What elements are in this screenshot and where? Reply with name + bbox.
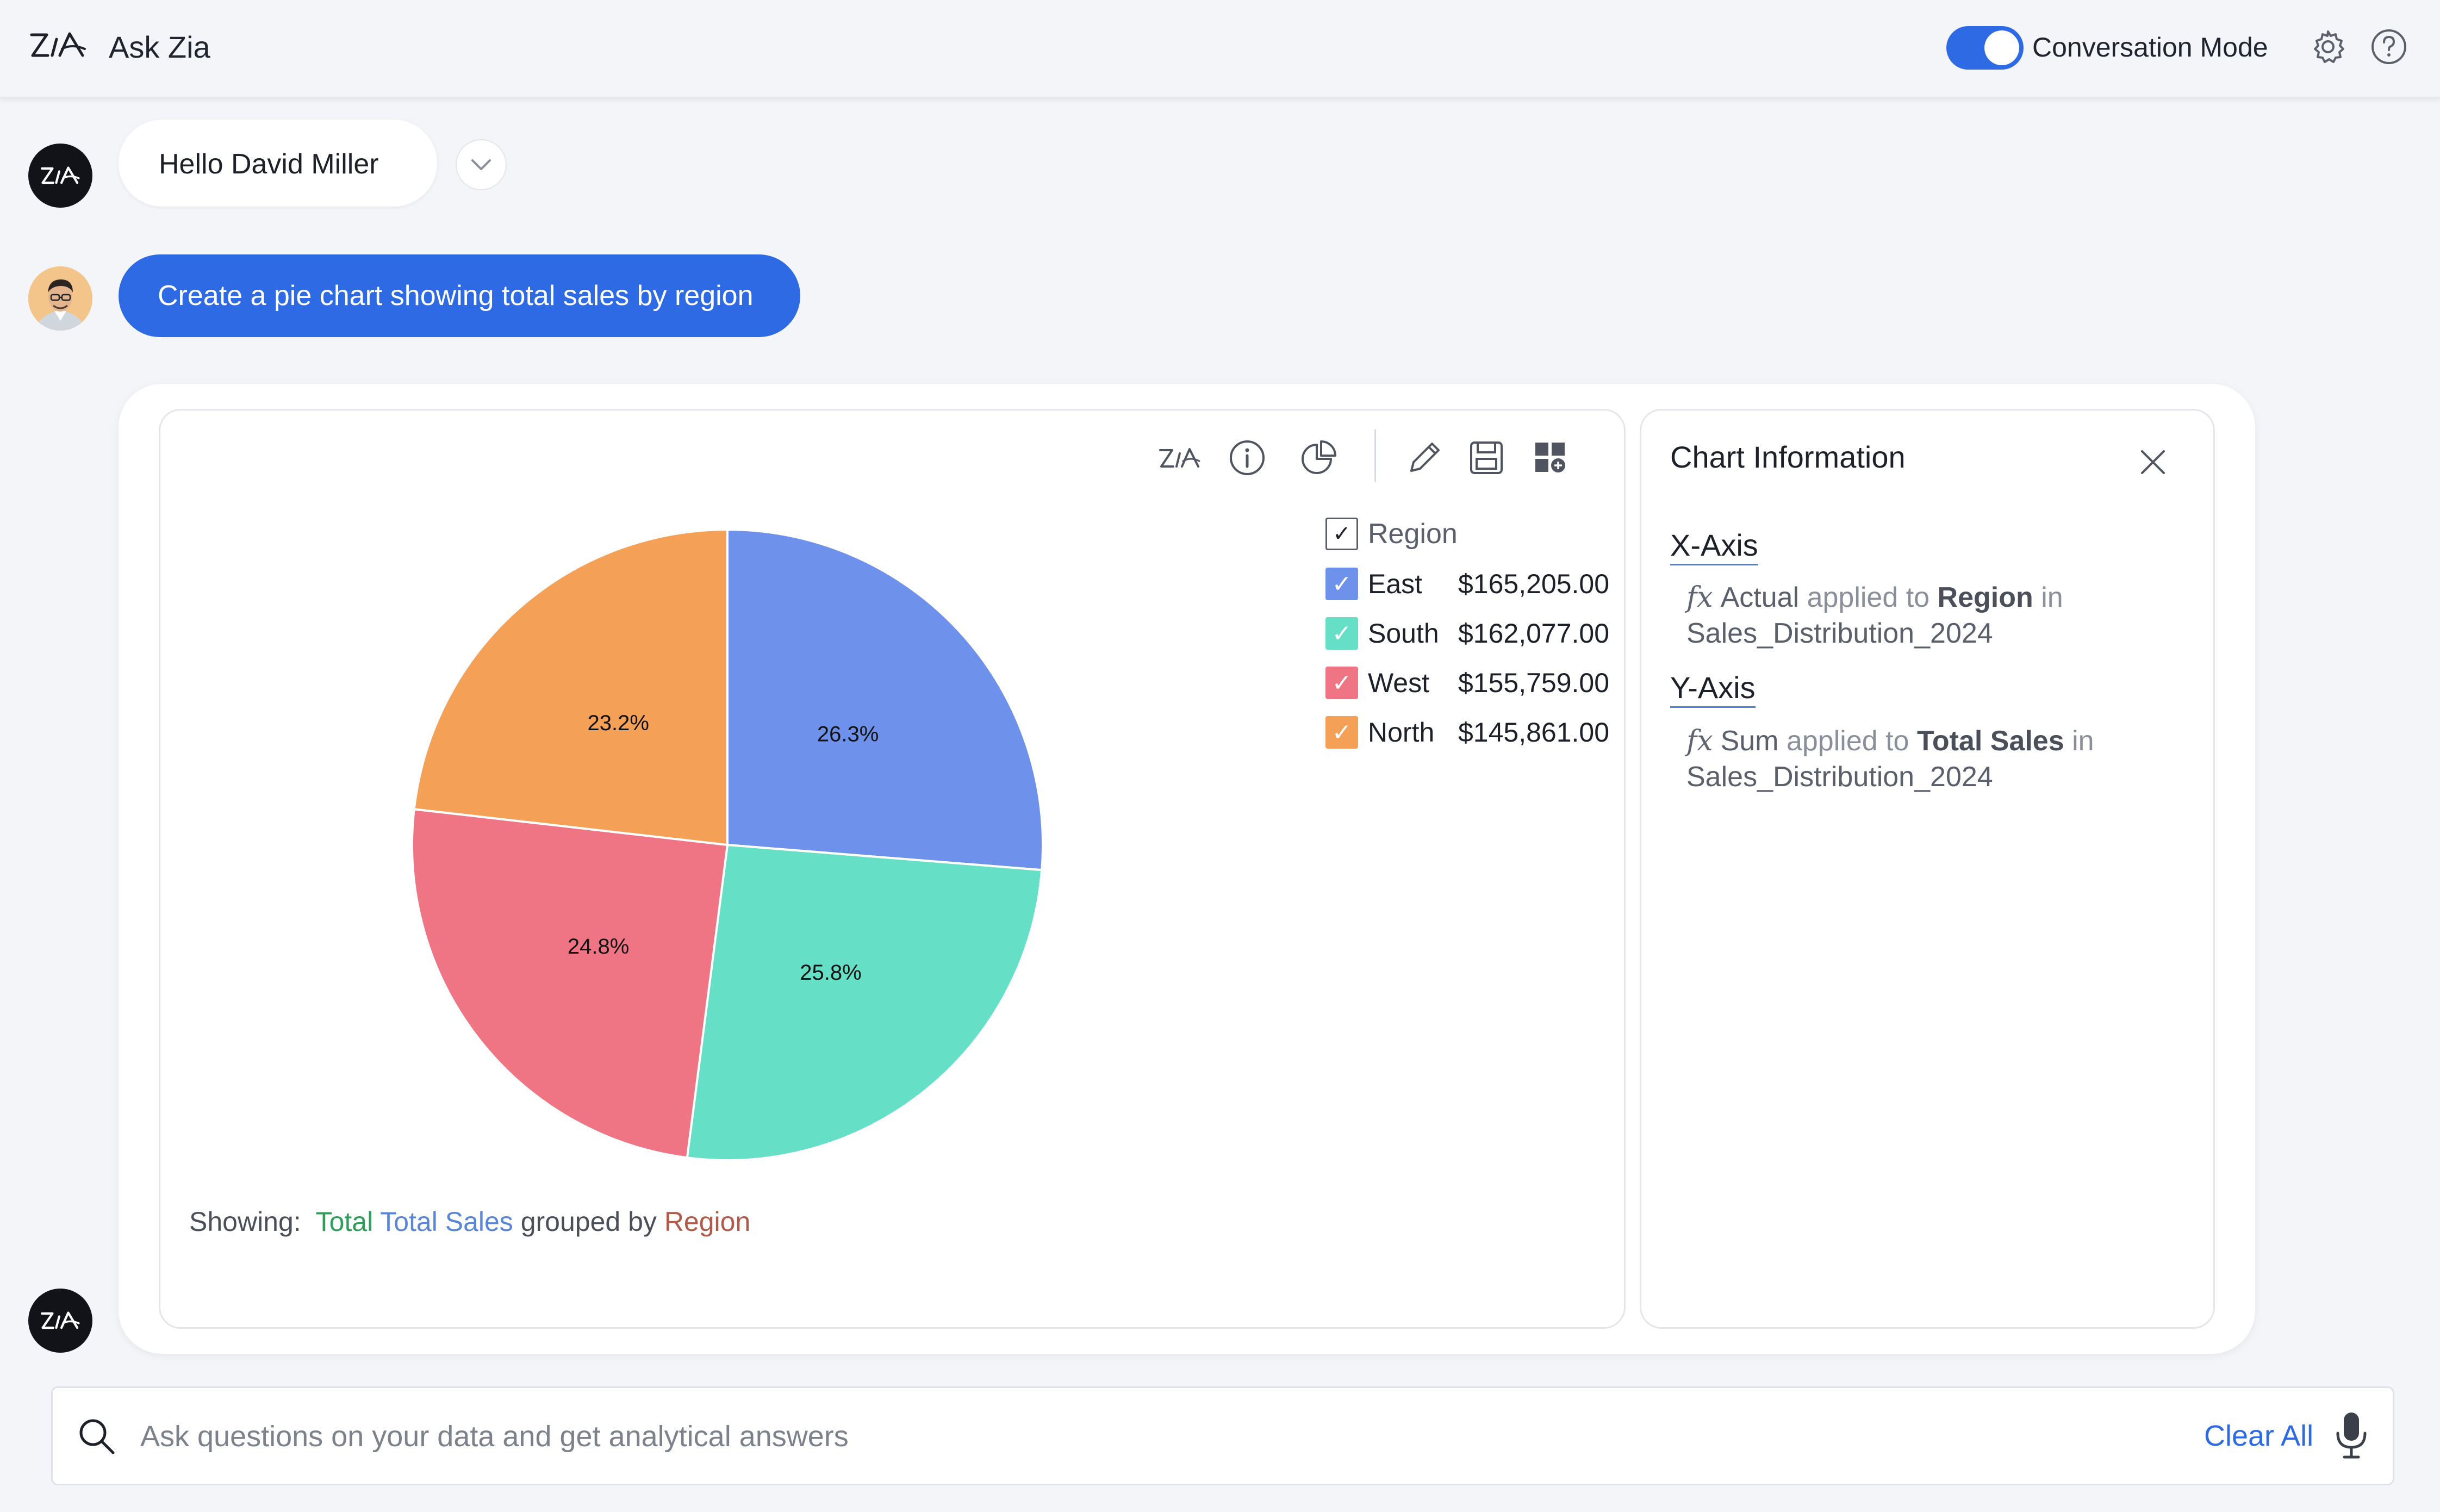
x-axis-applied-to: applied to [1807,582,1930,613]
function-icon: fx [1686,581,1713,614]
pie-label-north: 23.2% [587,711,649,735]
showing-aggregation[interactable]: Total [315,1206,374,1237]
greeting-expand-button[interactable] [456,139,507,190]
showing-dimension[interactable]: Region [664,1206,751,1237]
chevron-down-icon [471,159,491,170]
pie-label-south: 25.8% [800,961,861,985]
x-axis-in: in [2041,582,2063,613]
gear-icon[interactable] [2308,27,2348,66]
legend-item-value: $165,205.00 [1458,569,1610,599]
chart-information-panel [1640,409,2215,1329]
search-input[interactable] [140,1410,2152,1463]
legend-item-name: South [1368,618,1439,649]
y-axis-column: Total Sales [1916,725,2064,757]
legend-item-value: $155,759.00 [1458,668,1610,698]
legend-item-east[interactable]: ✓ East $165,205.00 [1325,567,1609,601]
pie-slice-south[interactable] [686,843,1043,1161]
save-icon[interactable] [1464,435,1509,481]
showing-measure[interactable]: Total Sales [380,1206,513,1237]
pie-slice-west[interactable] [411,808,729,1159]
y-axis-title: Y-Axis [1670,670,1756,708]
legend-item-north[interactable]: ✓ North $145,861.00 [1325,715,1609,750]
edit-icon[interactable] [1402,435,1447,481]
info-icon[interactable] [1224,435,1270,481]
showing-summary: Showing: Total Total Sales grouped by Re… [189,1206,750,1237]
user-prompt-bubble: Create a pie chart showing total sales b… [119,254,800,337]
pie-label-west: 24.8% [568,935,629,959]
pie-chart: 26.3% 25.8% 24.8% 23.2% [411,528,1044,1161]
legend-checkbox[interactable]: ✓ [1325,667,1358,699]
legend-item-west[interactable]: ✓ West $155,759.00 [1325,665,1609,700]
greeting-bubble: Hello David Miller [119,120,437,207]
toggle-knob [1984,30,2019,65]
zia-logo-icon [30,32,86,57]
chart-information-title: Chart Information [1670,440,1906,474]
legend-header-label: Region [1368,518,1458,550]
showing-grouped-by: grouped by [520,1206,657,1237]
close-icon[interactable] [2136,445,2170,480]
conversation-mode-label: Conversation Mode [2032,32,2268,63]
app-title: Ask Zia [109,30,210,64]
y-axis-in: in [2072,725,2094,757]
x-axis-description: fx Actual applied to Region in Sales_Dist… [1686,580,2176,651]
clear-all-button[interactable]: Clear All [2204,1420,2314,1452]
x-axis-table: Sales_Distribution_2024 [1686,618,1993,649]
pie-slice-east[interactable] [726,528,1044,872]
y-axis-function: Sum [1720,725,1779,757]
help-icon[interactable] [2369,27,2408,66]
showing-prefix: Showing: [189,1206,301,1237]
y-axis-description: fx Sum applied to Total Sales in Sales_Di… [1686,723,2176,795]
legend-header[interactable]: ✓ Region [1325,517,1458,551]
zia-avatar [28,144,92,208]
app-header: Ask Zia Conversation Mode [0,0,2440,98]
microphone-icon[interactable] [2332,1409,2370,1461]
chart-type-icon[interactable] [1296,435,1342,481]
user-avatar [28,266,92,331]
x-axis-function: Actual [1720,582,1800,613]
x-axis-column: Region [1937,582,2033,613]
legend-checkbox[interactable]: ✓ [1325,617,1358,650]
zia-logo-icon [41,1311,80,1329]
legend-checkbox[interactable]: ✓ [1325,568,1358,600]
add-to-dashboard-icon[interactable] [1528,435,1573,481]
legend-checkbox[interactable]: ✓ [1325,716,1358,749]
legend-item-name: North [1368,717,1435,748]
function-icon: fx [1686,725,1713,757]
y-axis-applied-to: applied to [1786,725,1909,757]
legend-item-name: West [1368,668,1429,698]
zia-avatar [28,1289,92,1353]
pie-label-east: 26.3% [817,722,879,746]
zia-logo-icon [41,166,80,184]
user-photo-icon [28,266,92,331]
y-axis-table: Sales_Distribution_2024 [1686,761,1993,793]
pie-slice-north[interactable] [413,528,729,847]
conversation-mode-toggle[interactable] [1946,26,2024,70]
toolbar-separator [1374,430,1376,482]
legend-item-south[interactable]: ✓ South $162,077.00 [1325,616,1609,651]
zia-icon[interactable] [1156,435,1202,481]
x-axis-title: X-Axis [1670,527,1758,565]
legend-item-name: East [1368,569,1423,599]
legend-item-value: $162,077.00 [1458,618,1610,649]
search-icon [79,1419,115,1454]
legend-header-checkbox[interactable]: ✓ [1325,518,1358,550]
legend-item-value: $145,861.00 [1458,717,1610,748]
